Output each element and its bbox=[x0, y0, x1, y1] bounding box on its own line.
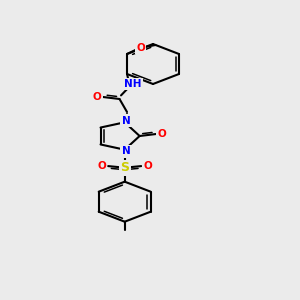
Text: O: O bbox=[158, 129, 167, 139]
Text: O: O bbox=[143, 161, 152, 171]
Text: NH: NH bbox=[124, 79, 142, 89]
Text: N: N bbox=[122, 146, 130, 156]
Text: O: O bbox=[136, 43, 145, 53]
Text: O: O bbox=[93, 92, 101, 102]
Text: O: O bbox=[97, 161, 106, 171]
Text: N: N bbox=[122, 116, 130, 126]
Text: S: S bbox=[120, 161, 129, 174]
